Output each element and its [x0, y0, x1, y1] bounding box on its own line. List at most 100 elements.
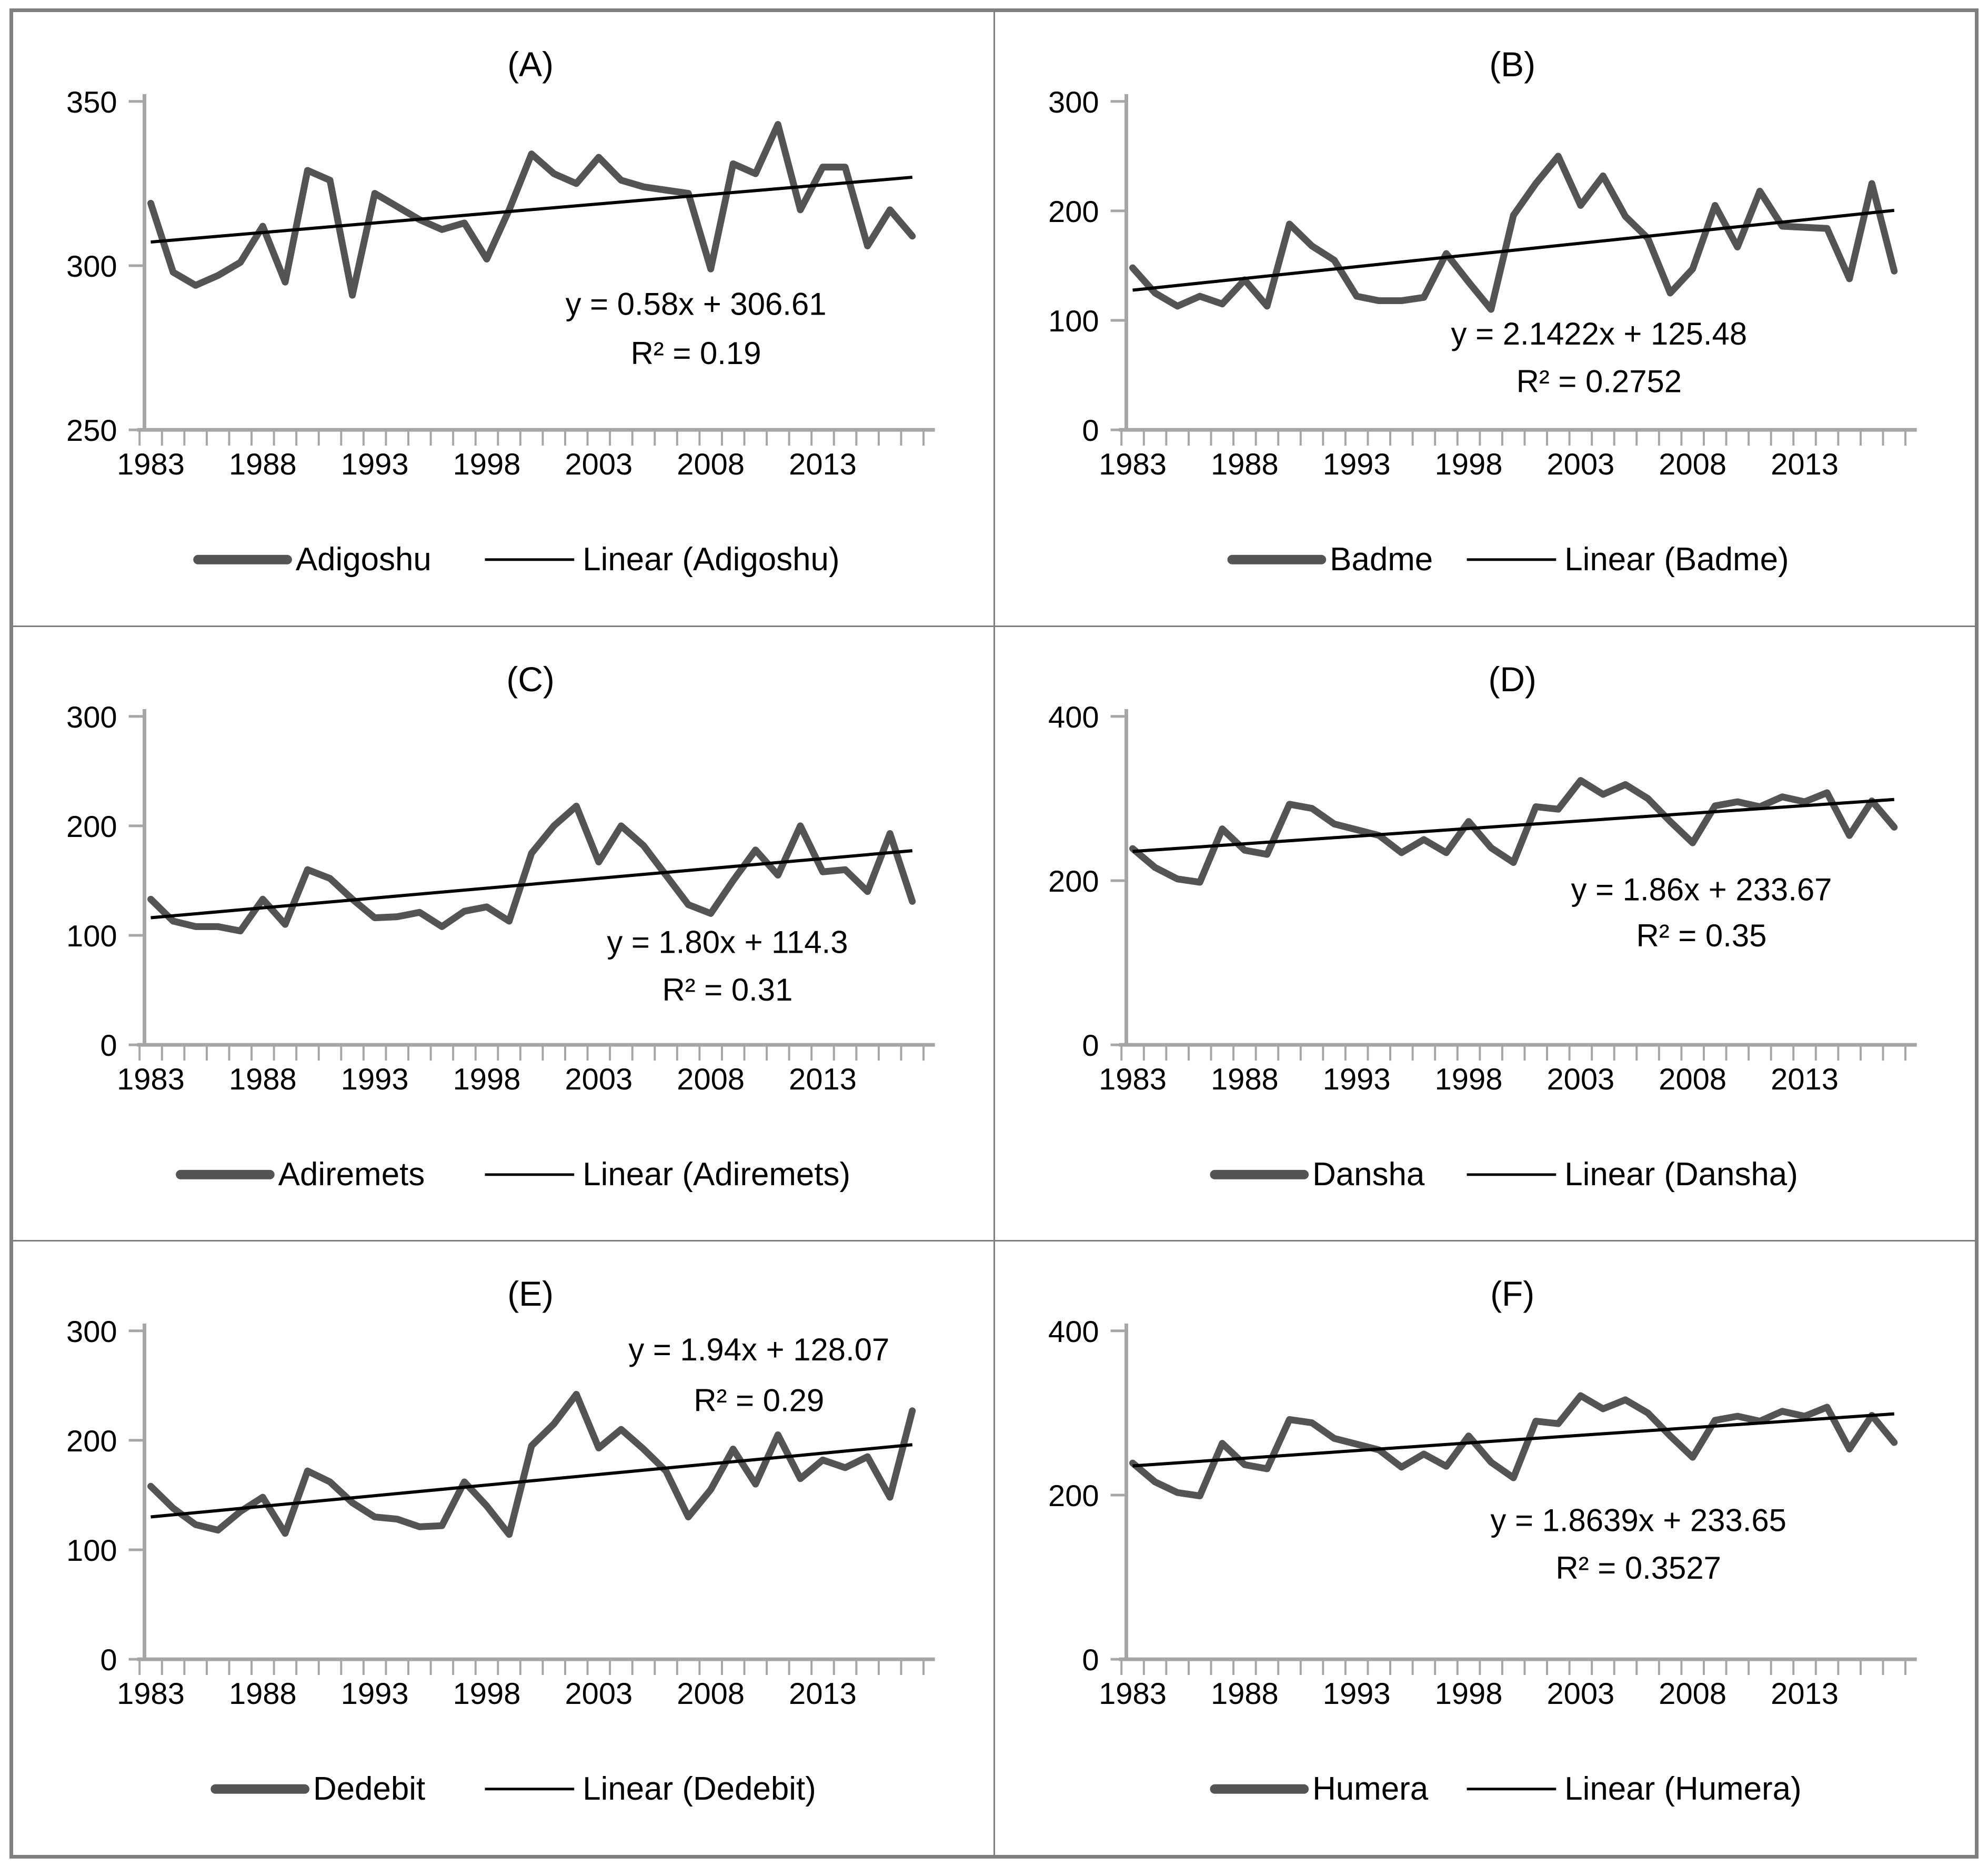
- x-axis-tick-label: 1998: [453, 1063, 521, 1096]
- chart-svg-c: 0 100 200 300 1983 1988 1993 1998 2003 2008 2013 (C…: [66, 659, 935, 1192]
- x-axis-tick-label: 2013: [789, 1063, 857, 1096]
- x-axis-tick-label: 1998: [1434, 448, 1502, 481]
- legend-series-label: Humera: [1312, 1771, 1429, 1807]
- chart-panel-f: 0 200 400 1983 1988 1993 1998 2003 2008 2013 (F) y …: [995, 1242, 1975, 1855]
- trend-line-adigoshu: [150, 175, 913, 244]
- x-axis-tick-label: 1983: [117, 448, 185, 481]
- x-axis-tick-label: 2008: [677, 1677, 745, 1711]
- y-axis-tick-label: 350: [66, 86, 117, 119]
- y-axis-tick-label: 100: [66, 1534, 117, 1568]
- trend-line-humera: [1132, 1412, 1894, 1468]
- y-axis-tick-label: 400: [1048, 1315, 1099, 1349]
- legend-trend-label: Linear (Adiremets): [583, 1156, 850, 1192]
- chart-svg-d: 0 200 400 1983 1988 1993 1998 2003 2008 2013 (D) y …: [1048, 659, 1917, 1192]
- y-axis-tick-label: 0: [1082, 1029, 1099, 1063]
- r-squared-label: R² = 0.31: [662, 972, 792, 1007]
- x-axis-tick-label: 1983: [1099, 448, 1167, 481]
- trend-line-badme: [1132, 208, 1894, 292]
- chart-panel-a: 250 300 350 1983 1988 1993 1998 2003 2008 2013 (A)…: [13, 12, 993, 625]
- x-axis-tick-label: 1998: [453, 1677, 521, 1711]
- y-axis-tick-label: 200: [66, 810, 117, 844]
- r-squared-label: R² = 0.29: [694, 1383, 824, 1418]
- x-axis-tick-label: 2013: [1771, 448, 1839, 481]
- y-axis-tick-label: 300: [66, 700, 117, 734]
- series-line-dansha: [1129, 776, 1897, 886]
- y-axis-tick-label: 300: [66, 1315, 117, 1349]
- x-axis-tick-label: 1988: [229, 1063, 297, 1096]
- x-axis-tick-label: 1983: [1099, 1677, 1167, 1711]
- x-axis-tick-label: 2003: [565, 1677, 632, 1711]
- six-panel-rainfall-trend-figure: 250 300 350 1983 1988 1993 1998 2003 2008 2013 (A)…: [9, 8, 1979, 1859]
- x-axis-tick-label: 1993: [341, 1677, 409, 1711]
- chart-panel-b: 0 100 200 300 1983 1988 1993 1998 2003 2008 2013 (B…: [995, 12, 1975, 625]
- x-axis-tick-label: 1998: [1434, 1063, 1502, 1096]
- chart-svg-f: 0 200 400 1983 1988 1993 1998 2003 2008 2013 (F) y …: [1048, 1274, 1917, 1807]
- equation-label: y = 0.58x + 306.61: [566, 287, 827, 322]
- legend-trend-label: Linear (Adigoshu): [583, 541, 839, 578]
- y-axis-tick-label: 0: [1082, 1643, 1099, 1677]
- chart-panel-c: 0 100 200 300 1983 1988 1993 1998 2003 2008 2013 (C…: [13, 627, 993, 1240]
- y-axis-tick-label: 100: [66, 920, 117, 953]
- r-squared-label: R² = 0.2752: [1516, 364, 1682, 399]
- y-axis-tick-label: 200: [1048, 195, 1099, 229]
- x-axis-tick-label: 2008: [1659, 1677, 1726, 1711]
- chart-title: (A): [507, 45, 554, 84]
- y-axis-tick-label: 0: [100, 1643, 117, 1677]
- trend-line-adiremets: [150, 849, 913, 920]
- legend-trend-label: Linear (Humera): [1564, 1771, 1801, 1807]
- y-axis-tick-label: 250: [66, 414, 117, 448]
- legend-trend-label: Linear (Badme): [1564, 541, 1789, 578]
- chart-svg-e: 0 100 200 300 1983 1988 1993 1998 2003 2008 2013 (E…: [66, 1274, 935, 1807]
- x-axis-tick-label: 1988: [1210, 1063, 1278, 1096]
- r-squared-label: R² = 0.19: [631, 336, 761, 371]
- x-axis-tick-label: 2008: [677, 1063, 745, 1096]
- equation-label: y = 1.86x + 233.67: [1571, 872, 1832, 907]
- series-line-adigoshu: [147, 121, 916, 299]
- chart-title: (C): [506, 659, 554, 698]
- chart-svg-a: 250 300 350 1983 1988 1993 1998 2003 2008 2013 (A)…: [66, 45, 935, 578]
- x-axis-tick-label: 1993: [1322, 1063, 1390, 1096]
- x-axis-tick-label: 2003: [565, 448, 632, 481]
- x-axis-tick-label: 2008: [1659, 1063, 1726, 1096]
- legend-series-label: Adiremets: [278, 1156, 425, 1192]
- y-axis-tick-label: 200: [1048, 1479, 1099, 1513]
- legend-trend-label: Linear (Dedebit): [583, 1771, 816, 1807]
- y-axis-tick-label: 200: [1048, 865, 1099, 899]
- x-axis-tick-label: 1983: [117, 1677, 185, 1711]
- series-line-dedebit: [147, 1391, 916, 1538]
- x-axis-tick-label: 1988: [229, 448, 297, 481]
- equation-label: y = 1.8639x + 233.65: [1490, 1503, 1786, 1538]
- y-axis-tick-label: 0: [1082, 414, 1099, 448]
- legend-series-label: Adigoshu: [296, 541, 431, 578]
- series-line-humera: [1129, 1392, 1897, 1500]
- x-axis-tick-label: 1988: [229, 1677, 297, 1711]
- r-squared-label: R² = 0.35: [1636, 917, 1766, 953]
- chart-panel-d: 0 200 400 1983 1988 1993 1998 2003 2008 2013 (D) y …: [995, 627, 1975, 1240]
- chart-title: (E): [507, 1274, 554, 1313]
- trend-line-dansha: [1132, 798, 1894, 853]
- x-axis-tick-label: 2003: [1547, 448, 1614, 481]
- x-axis-tick-label: 1993: [341, 448, 409, 481]
- x-axis-tick-label: 1998: [1434, 1677, 1502, 1711]
- x-axis-tick-label: 2013: [789, 448, 857, 481]
- x-axis-tick-label: 1993: [341, 1063, 409, 1096]
- legend-trend-label: Linear (Dansha): [1564, 1156, 1798, 1192]
- y-axis-tick-label: 200: [66, 1425, 117, 1458]
- x-axis-tick-label: 1988: [1210, 1677, 1278, 1711]
- x-axis-tick-label: 2013: [1771, 1677, 1839, 1711]
- x-axis-tick-label: 1988: [1210, 448, 1278, 481]
- x-axis-tick-label: 1998: [453, 448, 521, 481]
- series-line-adiremets: [147, 802, 916, 934]
- x-axis-tick-label: 2003: [565, 1063, 632, 1096]
- equation-label: y = 1.94x + 128.07: [628, 1332, 889, 1367]
- trend-line-dedebit: [150, 1443, 913, 1519]
- x-axis-tick-label: 2013: [789, 1677, 857, 1711]
- x-axis-tick-label: 1993: [1322, 1677, 1390, 1711]
- equation-label: y = 2.1422x + 125.48: [1451, 316, 1747, 351]
- x-axis-tick-label: 2008: [1659, 448, 1726, 481]
- chart-svg-b: 0 100 200 300 1983 1988 1993 1998 2003 2008 2013 (B…: [1048, 45, 1917, 578]
- x-axis-tick-label: 2008: [677, 448, 745, 481]
- series-line-badme: [1129, 153, 1897, 313]
- equation-label: y = 1.80x + 114.3: [607, 924, 848, 960]
- x-axis-tick-label: 2013: [1771, 1063, 1839, 1096]
